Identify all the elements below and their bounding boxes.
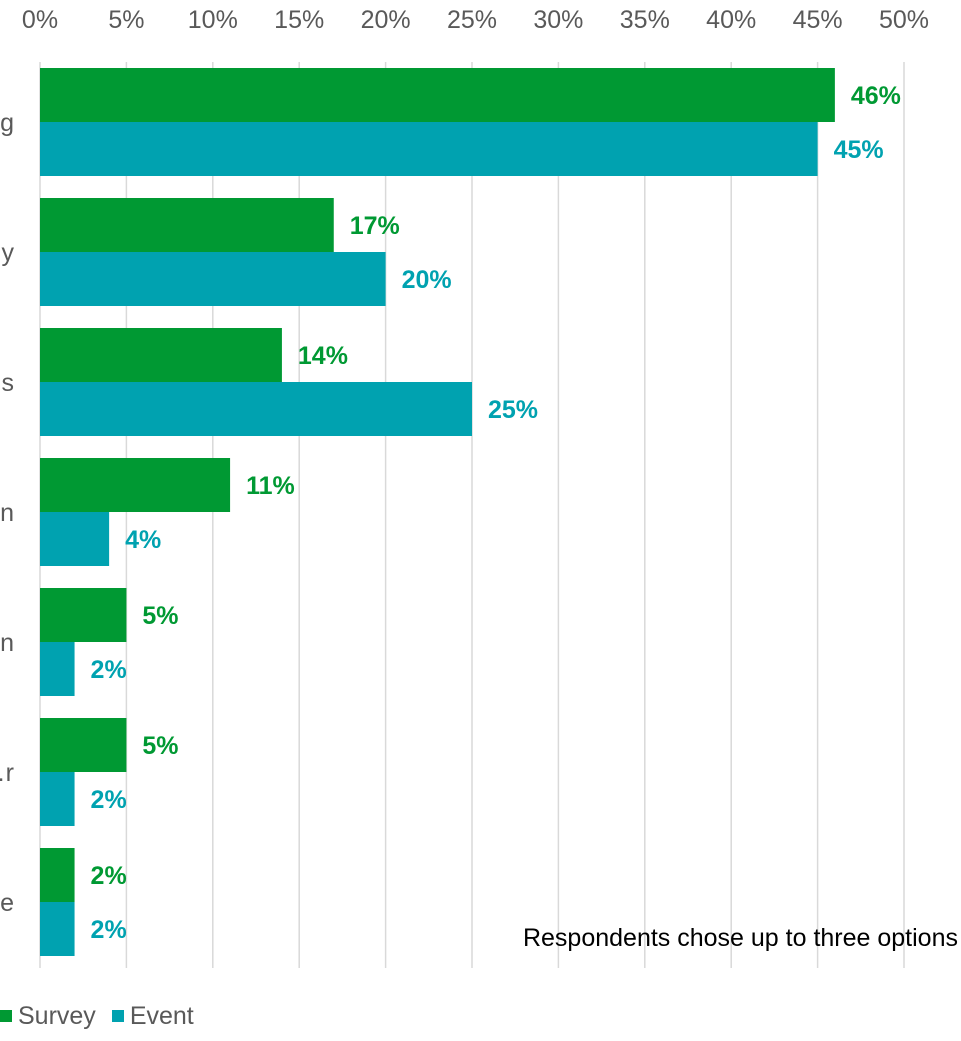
data-label-survey: 5% bbox=[142, 732, 178, 760]
bar-event bbox=[40, 902, 75, 956]
legend-label-event: Event bbox=[129, 1001, 194, 1030]
category-label: …n bbox=[0, 629, 14, 657]
bar-survey bbox=[40, 848, 75, 902]
x-tick-label: 5% bbox=[108, 6, 144, 34]
x-tick-label: 15% bbox=[274, 6, 324, 34]
x-axis-ticks: 0% 5% 10% 15% 20% 25% 30% 35% 40% 45% 50% bbox=[22, 6, 929, 34]
data-label-event: 4% bbox=[125, 526, 161, 554]
category-label: …e bbox=[0, 889, 14, 917]
bar-event bbox=[40, 252, 386, 306]
bar-survey bbox=[40, 198, 334, 252]
bar-survey bbox=[40, 588, 127, 642]
category-label: …g bbox=[0, 109, 14, 137]
bar-event bbox=[40, 772, 75, 826]
legend-item-survey: Survey bbox=[0, 1002, 96, 1031]
category-label: …s bbox=[0, 369, 14, 397]
bars bbox=[40, 68, 835, 956]
data-label-survey: 2% bbox=[91, 862, 127, 890]
x-tick-label: 0% bbox=[22, 6, 58, 34]
legend-swatch-survey bbox=[0, 1010, 12, 1022]
category-label: …r bbox=[0, 759, 14, 787]
data-label-survey: 11% bbox=[246, 472, 295, 500]
data-label-survey: 14% bbox=[298, 342, 348, 370]
bar-survey bbox=[40, 458, 231, 512]
bar-survey bbox=[40, 718, 127, 772]
x-tick-label: 35% bbox=[620, 6, 670, 34]
data-label-event: 2% bbox=[91, 656, 127, 684]
data-label-event: 2% bbox=[91, 786, 127, 814]
bar-survey bbox=[40, 328, 282, 382]
data-label-survey: 46% bbox=[851, 82, 901, 110]
bar-survey bbox=[40, 68, 835, 122]
x-tick-label: 25% bbox=[447, 6, 497, 34]
legend-swatch-event bbox=[111, 1010, 124, 1022]
category-label: …n bbox=[0, 499, 14, 527]
data-label-event: 20% bbox=[402, 266, 452, 294]
x-tick-label: 50% bbox=[879, 6, 929, 34]
x-tick-label: 40% bbox=[706, 6, 756, 34]
data-label-event: 2% bbox=[91, 916, 127, 944]
x-tick-label: 20% bbox=[361, 6, 411, 34]
chart-annotation: Respondents chose up to three options bbox=[523, 924, 958, 952]
data-labels: 46% 45% 17%20% 14% 25% 11% 4% 5% 2% 5% 2% 2% 2% bbox=[91, 82, 901, 944]
bar-chart: 0% 5% 10% 15% 20% 25% 30% 35% 40% 45% 50% 46% 45% 17… bbox=[0, 6, 958, 968]
data-label-survey: 17% bbox=[350, 212, 400, 240]
data-label-event: 25% bbox=[488, 396, 538, 424]
data-label-event: 45% bbox=[834, 136, 884, 164]
bar-event bbox=[40, 642, 75, 696]
category-labels: …g …y …s …n …n …r …e bbox=[0, 109, 15, 917]
gridlines bbox=[39, 62, 905, 968]
legend: Survey Event bbox=[0, 1000, 210, 1032]
category-label: …y bbox=[0, 239, 15, 267]
data-label-survey: 5% bbox=[142, 602, 178, 630]
x-tick-label: 45% bbox=[793, 6, 843, 34]
legend-item-event: Event bbox=[111, 1001, 194, 1031]
bar-event bbox=[40, 512, 110, 566]
bar-event bbox=[40, 382, 472, 436]
legend-label-survey: Survey bbox=[18, 1001, 96, 1030]
x-tick-label: 30% bbox=[533, 6, 583, 34]
x-tick-label: 10% bbox=[188, 6, 238, 34]
bar-event bbox=[40, 122, 818, 176]
